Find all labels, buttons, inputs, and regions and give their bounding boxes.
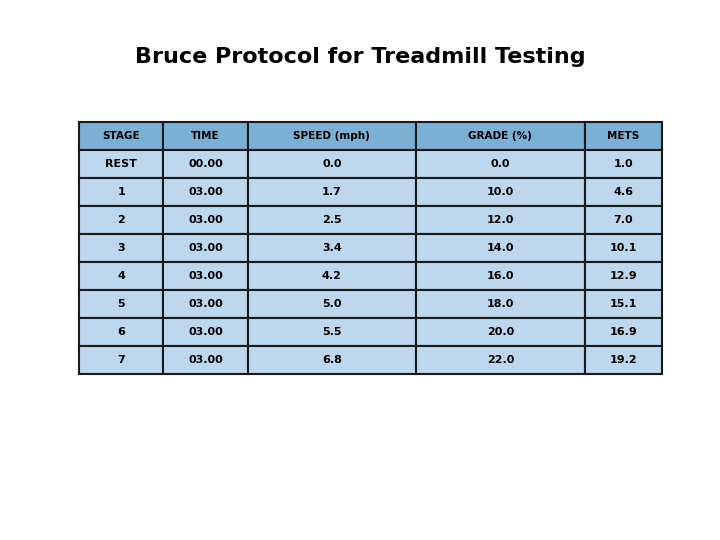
Text: 19.2: 19.2 [610, 355, 637, 365]
Text: 12.0: 12.0 [487, 215, 514, 225]
Text: 1: 1 [117, 187, 125, 197]
Text: 22.0: 22.0 [487, 355, 514, 365]
Text: 5: 5 [117, 299, 125, 309]
Text: 5.5: 5.5 [322, 327, 342, 337]
Text: 18.0: 18.0 [487, 299, 514, 309]
Text: 03.00: 03.00 [188, 271, 223, 281]
Text: 6.8: 6.8 [322, 355, 342, 365]
Text: 14.0: 14.0 [487, 243, 514, 253]
Text: 16.9: 16.9 [610, 327, 637, 337]
Text: 1.0: 1.0 [613, 159, 634, 168]
Text: 12.9: 12.9 [610, 271, 637, 281]
Text: 03.00: 03.00 [188, 243, 223, 253]
Text: 3: 3 [117, 243, 125, 253]
Text: 03.00: 03.00 [188, 215, 223, 225]
Text: 4: 4 [117, 271, 125, 281]
Text: 4.6: 4.6 [613, 187, 634, 197]
Text: 03.00: 03.00 [188, 355, 223, 365]
Text: REST: REST [105, 159, 138, 168]
Text: 10.0: 10.0 [487, 187, 514, 197]
Text: 7.0: 7.0 [613, 215, 634, 225]
Text: METS: METS [608, 131, 639, 140]
Text: TIME: TIME [192, 131, 220, 140]
Text: 0.0: 0.0 [490, 159, 510, 168]
Text: 0.0: 0.0 [322, 159, 342, 168]
Text: 4.2: 4.2 [322, 271, 342, 281]
Text: Bruce Protocol for Treadmill Testing: Bruce Protocol for Treadmill Testing [135, 46, 585, 67]
Text: 2.5: 2.5 [322, 215, 342, 225]
Text: 6: 6 [117, 327, 125, 337]
Text: GRADE (%): GRADE (%) [469, 131, 532, 140]
Text: 00.00: 00.00 [188, 159, 223, 168]
Text: 7: 7 [117, 355, 125, 365]
Text: 5.0: 5.0 [322, 299, 342, 309]
Text: 1.7: 1.7 [322, 187, 342, 197]
Text: SPEED (mph): SPEED (mph) [294, 131, 370, 140]
Text: 20.0: 20.0 [487, 327, 514, 337]
Text: 16.0: 16.0 [487, 271, 514, 281]
Text: 15.1: 15.1 [610, 299, 637, 309]
Text: 10.1: 10.1 [610, 243, 637, 253]
Text: 03.00: 03.00 [188, 299, 223, 309]
Text: 2: 2 [117, 215, 125, 225]
Text: 03.00: 03.00 [188, 327, 223, 337]
Text: 03.00: 03.00 [188, 187, 223, 197]
Text: 3.4: 3.4 [322, 243, 342, 253]
Text: STAGE: STAGE [102, 131, 140, 140]
